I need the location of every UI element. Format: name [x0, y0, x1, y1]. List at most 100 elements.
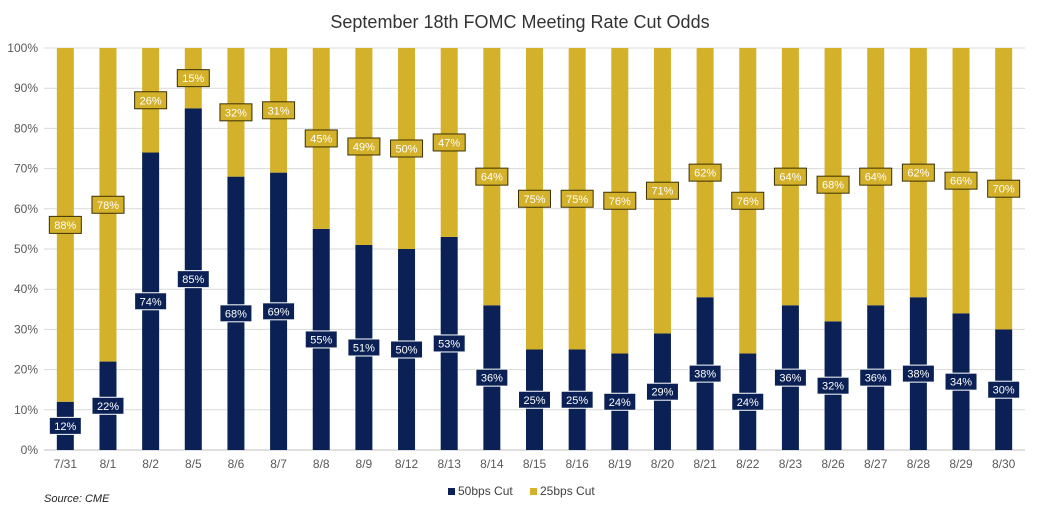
chart-title: September 18th FOMC Meeting Rate Cut Odd… — [330, 12, 709, 32]
data-label-box-25bps — [816, 175, 850, 194]
data-label-box-50bps — [176, 270, 210, 289]
data-label-25bps: 76% — [609, 196, 631, 208]
data-label-box-50bps — [603, 392, 637, 411]
y-tick-label: 20% — [14, 363, 38, 377]
data-label-box-50bps — [731, 392, 765, 411]
y-tick-label: 50% — [14, 242, 38, 256]
y-tick-label: 0% — [21, 443, 39, 457]
data-label-box-25bps — [262, 101, 296, 120]
x-tick-label: 8/7 — [270, 457, 287, 471]
data-label-box-50bps — [688, 364, 722, 383]
data-label-50bps: 38% — [907, 369, 929, 381]
data-label-box-25bps — [304, 129, 338, 148]
data-label-25bps: 49% — [353, 141, 375, 153]
data-label-50bps: 12% — [54, 421, 76, 433]
data-label-box-50bps — [518, 390, 551, 409]
data-label-25bps: 75% — [523, 194, 545, 206]
data-label-50bps: 24% — [737, 397, 759, 409]
data-label-box-25bps — [134, 91, 168, 110]
data-label-50bps: 29% — [651, 387, 673, 399]
data-label-box-25bps — [347, 137, 381, 156]
data-label-box-25bps — [901, 163, 935, 182]
data-label-25bps: 64% — [481, 172, 503, 184]
data-label-box-25bps — [91, 195, 125, 214]
x-tick-label: 8/27 — [864, 457, 888, 471]
y-tick-label: 80% — [14, 121, 38, 135]
data-label-50bps: 34% — [950, 377, 972, 389]
y-tick-label: 40% — [14, 282, 38, 296]
x-tick-label: 8/22 — [736, 457, 760, 471]
data-label-box-25bps — [859, 167, 893, 186]
data-label-box-50bps — [48, 416, 82, 435]
data-label-50bps: 51% — [353, 342, 375, 354]
x-tick-label: 8/2 — [142, 457, 159, 471]
data-label-25bps: 76% — [737, 196, 759, 208]
data-label-25bps: 68% — [822, 180, 844, 192]
data-label-box-50bps — [987, 380, 1021, 399]
data-label-box-25bps — [48, 215, 82, 234]
data-label-box-50bps — [432, 334, 466, 353]
x-tick-label: 8/30 — [992, 457, 1016, 471]
data-label-25bps: 62% — [907, 168, 929, 180]
data-label-25bps: 71% — [651, 186, 673, 198]
y-tick-label: 100% — [7, 41, 38, 55]
data-label-box-25bps — [731, 191, 765, 210]
data-label-box-25bps — [688, 163, 722, 182]
y-axis-labels: 0% 10% 20% 30% 40% 50% 60% 70% 80% 90% 100% — [7, 41, 38, 457]
data-label-50bps: 25% — [523, 395, 545, 407]
data-label-25bps: 50% — [396, 144, 418, 156]
data-label-25bps: 15% — [182, 73, 204, 85]
data-label-box-25bps — [176, 69, 210, 88]
data-label-25bps: 75% — [566, 194, 588, 206]
data-label-25bps: 64% — [865, 172, 887, 184]
data-label-box-50bps — [901, 364, 935, 383]
x-tick-label: 8/21 — [693, 457, 717, 471]
data-label-50bps: 69% — [268, 306, 290, 318]
data-label-box-25bps — [773, 167, 807, 186]
data-label-50bps: 36% — [481, 373, 503, 385]
data-label-box-25bps — [944, 171, 978, 190]
x-axis-labels: 7/31 8/1 8/2 8/5 8/6 8/7 8/8 8/9 8/12 8/13 8/14 8/1… — [54, 457, 1016, 471]
data-label-box-50bps — [390, 340, 424, 359]
data-label-box-25bps — [518, 189, 551, 208]
x-tick-label: 7/31 — [54, 457, 78, 471]
legend-swatch — [530, 488, 537, 495]
data-label-50bps: 36% — [779, 373, 801, 385]
data-label-50bps: 24% — [609, 397, 631, 409]
data-label-box-50bps — [773, 368, 807, 387]
data-label-25bps: 88% — [54, 220, 76, 232]
data-label-25bps: 66% — [950, 176, 972, 188]
y-tick-label: 60% — [14, 202, 38, 216]
data-label-box-25bps — [432, 133, 466, 152]
data-label-50bps: 22% — [97, 401, 119, 413]
data-label-box-50bps — [134, 292, 168, 311]
data-label-box-50bps — [262, 302, 296, 321]
x-tick-label: 8/14 — [480, 457, 504, 471]
y-tick-label: 90% — [14, 81, 38, 95]
data-label-25bps: 32% — [225, 107, 247, 119]
data-label-25bps: 78% — [97, 200, 119, 212]
data-label-box-25bps — [390, 139, 424, 158]
data-label-25bps: 64% — [779, 172, 801, 184]
data-label-25bps: 31% — [268, 105, 290, 117]
data-label-50bps: 38% — [694, 369, 716, 381]
data-label-50bps: 30% — [993, 385, 1015, 397]
data-label-box-50bps — [944, 372, 978, 391]
data-label-50bps: 50% — [396, 345, 418, 357]
data-label-50bps: 74% — [140, 296, 162, 308]
data-label-box-25bps — [475, 167, 509, 186]
x-tick-label: 8/6 — [228, 457, 245, 471]
data-label-50bps: 32% — [822, 381, 844, 393]
x-tick-label: 8/9 — [356, 457, 373, 471]
x-tick-label: 8/12 — [395, 457, 419, 471]
bars: 12% 88% 22% 78% 74% 26% 85% 15% 68% 32% 69% 31% 55% 4… — [48, 48, 1021, 451]
x-tick-label: 8/16 — [565, 457, 589, 471]
data-label-50bps: 68% — [225, 308, 247, 320]
legend-swatch — [448, 488, 455, 495]
x-tick-label: 8/28 — [907, 457, 931, 471]
data-label-box-50bps — [560, 390, 594, 409]
data-label-box-25bps — [987, 179, 1021, 198]
y-tick-label: 10% — [14, 403, 38, 417]
data-label-box-50bps — [859, 368, 893, 387]
